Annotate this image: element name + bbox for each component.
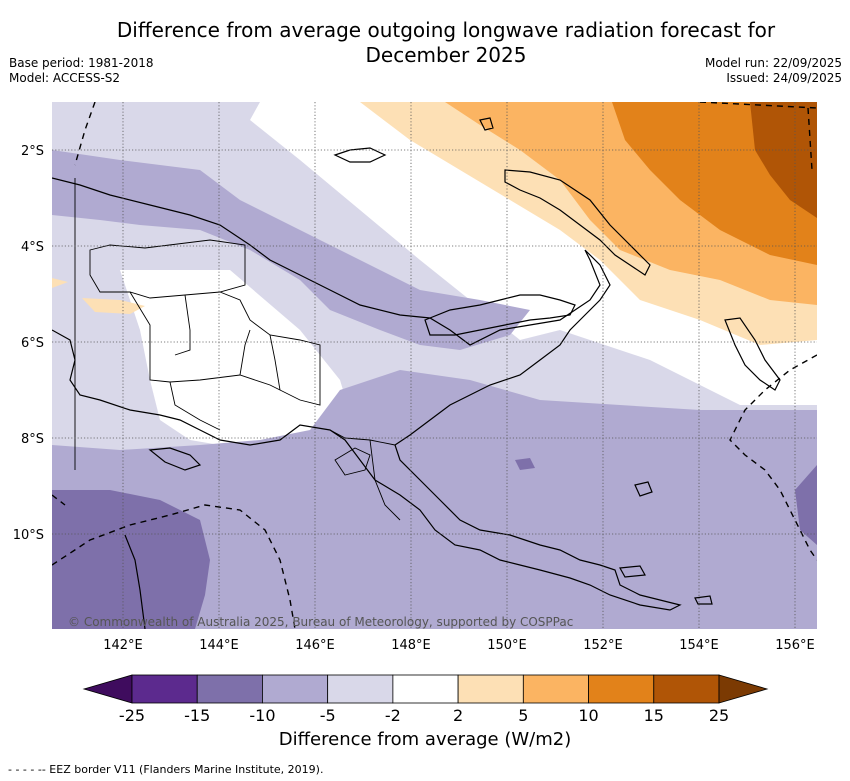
colorbar-arrow-min bbox=[82, 674, 133, 704]
province-borders bbox=[74, 178, 401, 521]
lon-label: 148°E bbox=[391, 638, 431, 653]
latitude-labels: 2°S 4°S 6°S 8°S 10°S bbox=[13, 144, 44, 543]
eez-border-east bbox=[729, 354, 817, 561]
lon-label: 152°E bbox=[583, 638, 623, 653]
lat-label: 10°S bbox=[13, 528, 44, 543]
coastlines bbox=[52, 117, 781, 629]
field-negative-10-15-small bbox=[515, 458, 535, 470]
provincial-boundary-5 bbox=[269, 334, 281, 391]
lon-label: 146°E bbox=[295, 638, 335, 653]
field-positive-patch-1 bbox=[52, 278, 68, 288]
colorbar-tick-label: -5 bbox=[320, 706, 336, 725]
provincial-boundary-9 bbox=[369, 439, 401, 521]
field-negative-10-15-east bbox=[795, 465, 817, 545]
map-title: Difference from average outgoing longwav… bbox=[100, 18, 792, 68]
eez-border-west bbox=[52, 494, 66, 506]
lon-label: 142°E bbox=[103, 638, 143, 653]
meta-left: Base period: 1981-2018 Model: ACCESS-S2 bbox=[9, 56, 154, 86]
colorbar-swatch bbox=[522, 674, 589, 704]
copyright-notice: © Commonwealth of Australia 2025, Bureau… bbox=[68, 615, 573, 629]
colorbar-swatch bbox=[392, 674, 459, 704]
colorbar-tick-label: 15 bbox=[644, 706, 664, 725]
field-negative-10-15-southwest bbox=[52, 490, 210, 629]
provincial-boundary-8 bbox=[334, 447, 371, 476]
lon-label: 154°E bbox=[679, 638, 719, 653]
lat-label: 2°S bbox=[21, 144, 44, 159]
eez-border-northeast bbox=[699, 102, 817, 109]
gridlines bbox=[52, 102, 817, 629]
coast-cape-york bbox=[124, 534, 146, 629]
map-plot-area: © Commonwealth of Australia 2025, Bureau… bbox=[52, 102, 817, 629]
colorbar-tick-label: -15 bbox=[184, 706, 210, 725]
provincial-boundary-6 bbox=[169, 381, 221, 431]
lat-label: 4°S bbox=[21, 240, 44, 255]
colorbar-tick-label: 10 bbox=[578, 706, 598, 725]
colorbar-swatch bbox=[262, 674, 329, 704]
provincial-boundary-7 bbox=[329, 429, 396, 446]
eez-borders bbox=[52, 102, 817, 629]
provincial-boundary-3 bbox=[174, 294, 191, 356]
colorbar-arrow-max bbox=[718, 674, 769, 704]
field-positive-patch-2 bbox=[82, 298, 145, 314]
colorbar-swatch bbox=[131, 674, 198, 704]
coast-bougainville bbox=[724, 317, 781, 391]
colorbar-swatch bbox=[588, 674, 655, 704]
title-line-1: Difference from average outgoing longwav… bbox=[116, 18, 776, 42]
field-negative-5-10-north bbox=[52, 150, 530, 350]
lat-label: 8°S bbox=[21, 432, 44, 447]
coast-torres-strait-island bbox=[148, 447, 202, 471]
colorbar-label: Difference from average (W/m2) bbox=[278, 729, 572, 750]
longitude-labels: 142°E 144°E 146°E 148°E 150°E 152°E 154°… bbox=[103, 638, 815, 653]
coast-louisiade-archipelago bbox=[694, 595, 713, 605]
provincial-boundary-2 bbox=[129, 291, 321, 406]
coast-new-hanover bbox=[479, 117, 494, 131]
field-positive-15-25 bbox=[750, 102, 817, 218]
eez-border-southwest bbox=[52, 504, 296, 629]
title-line-2: December 2025 bbox=[365, 43, 527, 67]
lon-label: 144°E bbox=[199, 638, 239, 653]
meta-right: Model run: 22/09/2025 Issued: 24/09/2025 bbox=[705, 56, 842, 86]
provincial-boundary-4 bbox=[239, 329, 251, 376]
lon-label: 150°E bbox=[487, 638, 527, 653]
coast-new-guinea-mainland bbox=[52, 177, 682, 611]
colorbar-swatch bbox=[457, 674, 524, 704]
colorbar-tick-label: 25 bbox=[709, 706, 729, 725]
model-name: Model: ACCESS-S2 bbox=[9, 71, 121, 85]
model-run: Model run: 22/09/2025 bbox=[704, 56, 842, 70]
coast-new-britain bbox=[504, 169, 651, 276]
base-period: Base period: 1981-2018 bbox=[9, 56, 154, 70]
eez-legend: - - - - -- EEZ border V11 (Flanders Mari… bbox=[8, 763, 324, 776]
colorbar-swatch bbox=[327, 674, 394, 704]
field-negative-5-10-south bbox=[52, 370, 817, 629]
colorbar-tick-label: -2 bbox=[385, 706, 401, 725]
coast-dentrecasteaux-islands bbox=[634, 481, 653, 497]
lon-label: 156°E bbox=[775, 638, 815, 653]
colorbar-tick-label: -10 bbox=[249, 706, 275, 725]
lat-label: 6°S bbox=[21, 336, 44, 351]
colorbar-swatch bbox=[196, 674, 263, 704]
issued-date: Issued: 24/09/2025 bbox=[726, 71, 842, 85]
colorbar-tick-label: 2 bbox=[453, 706, 463, 725]
colorbar-swatch bbox=[653, 674, 720, 704]
coast-new-ireland bbox=[424, 294, 576, 336]
colorbar-tick-label: -25 bbox=[119, 706, 145, 725]
coast-woodlark-island bbox=[619, 565, 646, 578]
colorbar: -25 -15 -10 -5 -2 2 5 10 15 25 bbox=[82, 674, 769, 725]
colorbar-tick-label: 5 bbox=[518, 706, 528, 725]
